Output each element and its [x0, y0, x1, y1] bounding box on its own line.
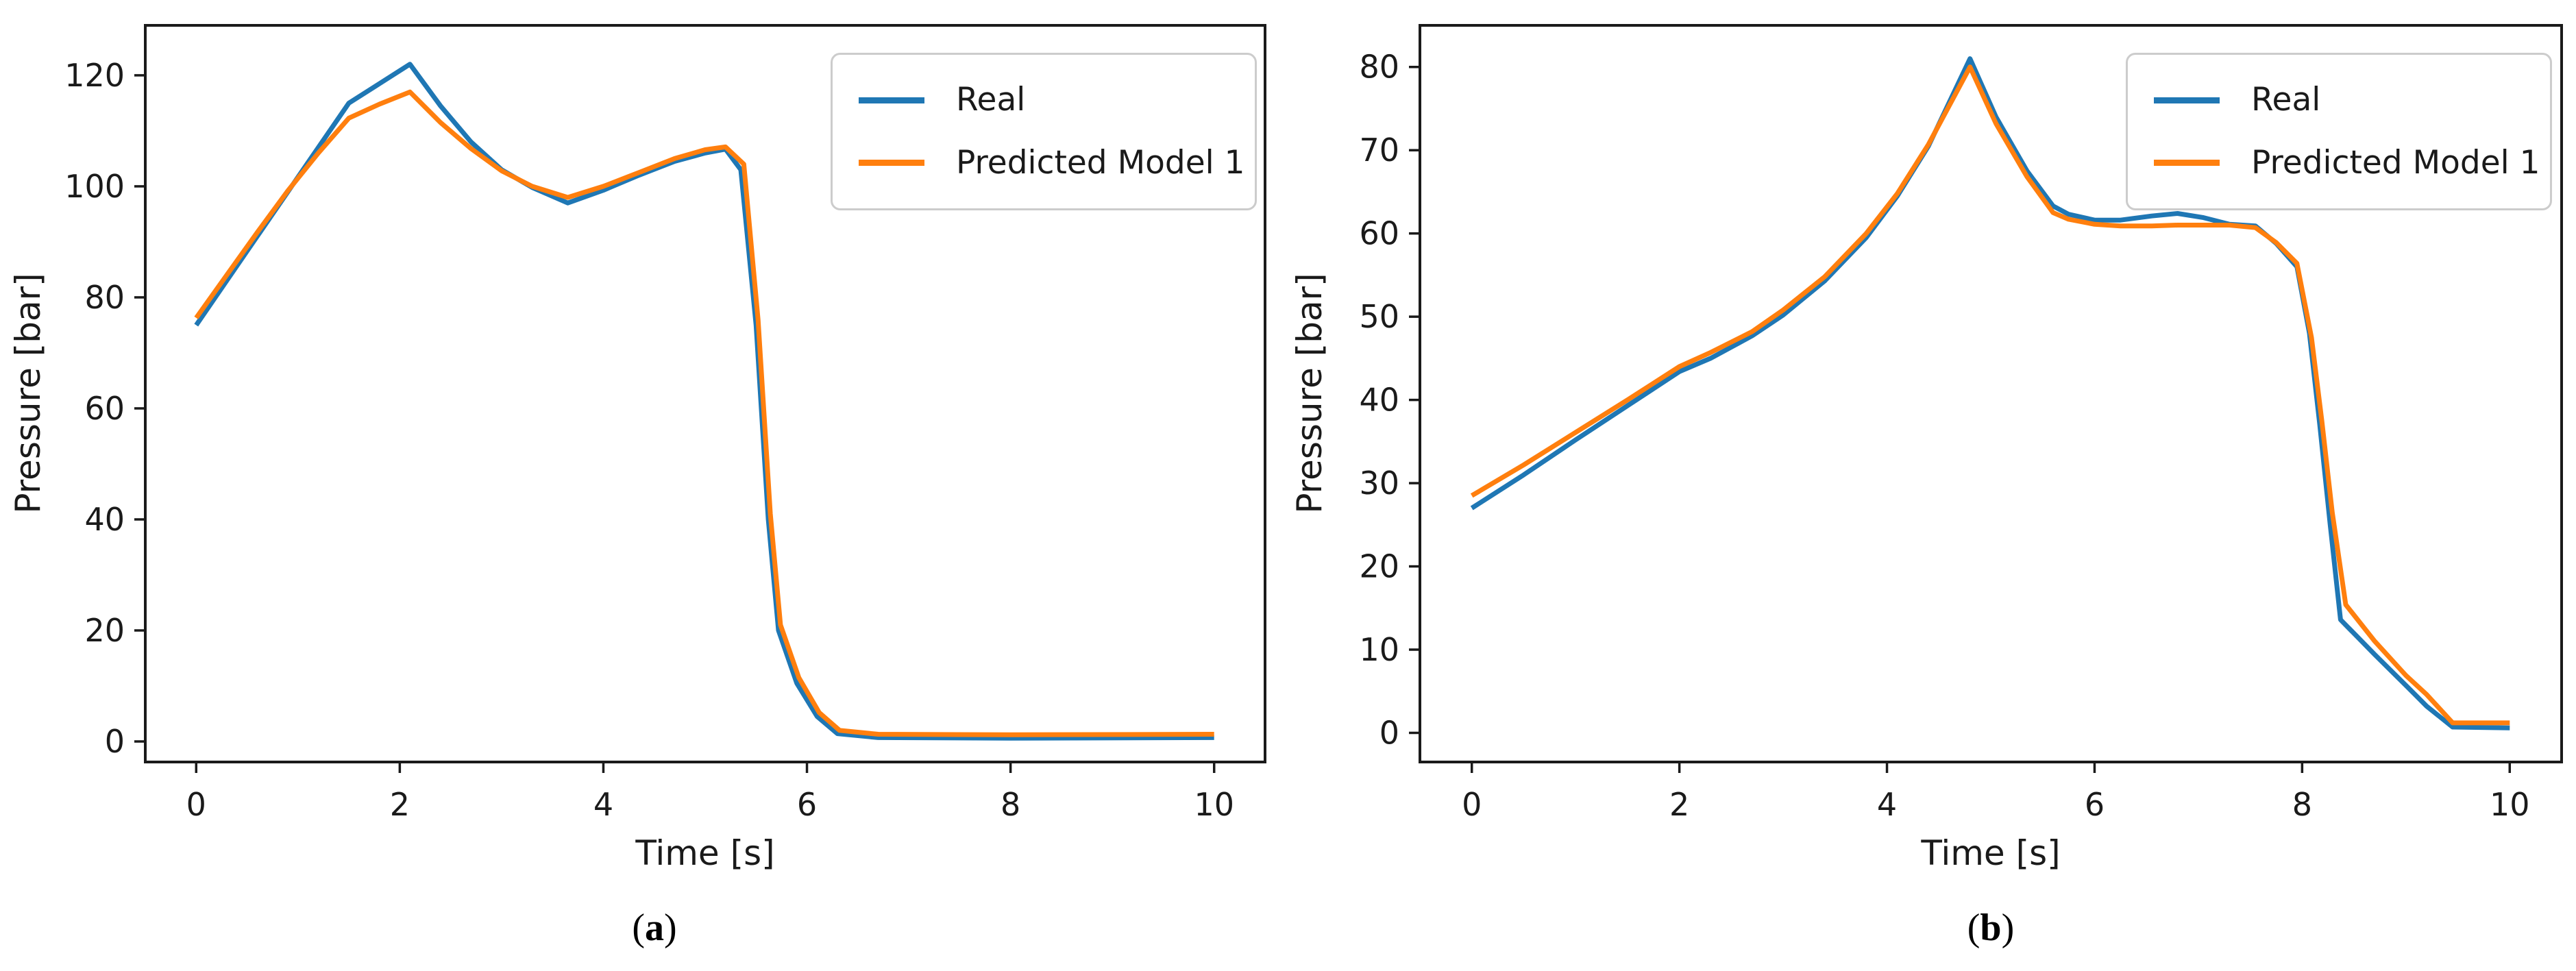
y-tick-label: 0: [105, 723, 125, 760]
y-tick-label: 30: [1359, 465, 1399, 502]
subplot-b: 0 2 4 6 8 10 0 10 20 30 40 50 60 70 80 Time [s] Press…: [1290, 24, 2563, 873]
x-tick-label: 0: [186, 786, 206, 823]
y-tick-label: 100: [64, 168, 125, 205]
y-tick-label: 80: [1359, 49, 1399, 86]
y-tick-label: 60: [1359, 215, 1399, 252]
legend-row: Predicted Model 1: [2154, 145, 2550, 181]
real-line: [194, 62, 1214, 741]
legend-label: Real: [2251, 81, 2321, 119]
caption-b: (b): [1967, 907, 2015, 949]
legend-label: Predicted Model 1: [956, 144, 1245, 182]
series-lines: [1470, 56, 2510, 730]
y-tick-label: 10: [1359, 631, 1399, 668]
series-lines: [194, 62, 1214, 741]
legend-row: Predicted Model 1: [859, 145, 1255, 181]
y-tick-label: 120: [64, 57, 125, 94]
x-tick-label: 4: [1877, 786, 1897, 823]
y-tick-label: 40: [84, 501, 125, 538]
x-tick-label: 6: [797, 786, 817, 823]
y-axis-label: Pressure [bar]: [1290, 273, 1329, 513]
legend-label: Real: [956, 81, 1026, 119]
x-tick-label: 8: [1001, 786, 1020, 823]
y-tick-label: 80: [84, 279, 125, 316]
y-ticks: 0 20 40 60 80 100 120: [64, 57, 145, 760]
legend: Real Predicted Model 1: [831, 53, 1257, 210]
x-tick-label: 10: [2490, 786, 2530, 823]
legend: Real Predicted Model 1: [2126, 53, 2552, 210]
legend-label: Predicted Model 1: [2251, 144, 2540, 182]
predicted-line-swatch: [2154, 160, 2220, 167]
x-tick-label: 8: [2292, 786, 2312, 823]
x-ticks: 0 2 4 6 8 10: [1462, 762, 2530, 823]
x-tick-label: 6: [2085, 786, 2105, 823]
x-tick-label: 4: [593, 786, 613, 823]
x-axis-label: Time [s]: [1920, 833, 2060, 873]
x-tick-label: 2: [390, 786, 410, 823]
x-tick-label: 2: [1669, 786, 1689, 823]
real-line: [1470, 56, 2510, 730]
y-ticks: 0 10 20 30 40 50 60 70 80: [1359, 49, 1420, 751]
y-tick-label: 60: [84, 390, 125, 427]
x-ticks: 0 2 4 6 8 10: [186, 762, 1234, 823]
y-axis-label: Pressure [bar]: [8, 273, 48, 513]
y-tick-label: 20: [84, 612, 125, 649]
y-tick-label: 40: [1359, 382, 1399, 419]
x-tick-label: 10: [1194, 786, 1234, 823]
predicted-model-1-line: [194, 89, 1214, 737]
x-axis-label: Time [s]: [635, 833, 774, 873]
legend-row: Real: [859, 82, 1255, 118]
x-tick-label: 0: [1462, 786, 1482, 823]
real-line-swatch: [2154, 97, 2220, 103]
caption-a: (a): [632, 907, 677, 949]
axes-border: [144, 24, 1266, 763]
y-tick-label: 50: [1359, 298, 1399, 335]
real-line-swatch: [859, 97, 924, 103]
subplot-a: 0 2 4 6 8 10 0 20 40 60 80 100 120 Time [s] Pressur…: [8, 24, 1266, 873]
y-tick-label: 70: [1359, 132, 1399, 169]
y-tick-label: 0: [1379, 714, 1399, 751]
predicted-line-swatch: [859, 160, 924, 167]
predicted-model-1-line: [1470, 64, 2510, 726]
y-tick-label: 20: [1359, 548, 1399, 585]
axes-border: [1419, 24, 2563, 763]
legend-row: Real: [2154, 82, 2550, 118]
